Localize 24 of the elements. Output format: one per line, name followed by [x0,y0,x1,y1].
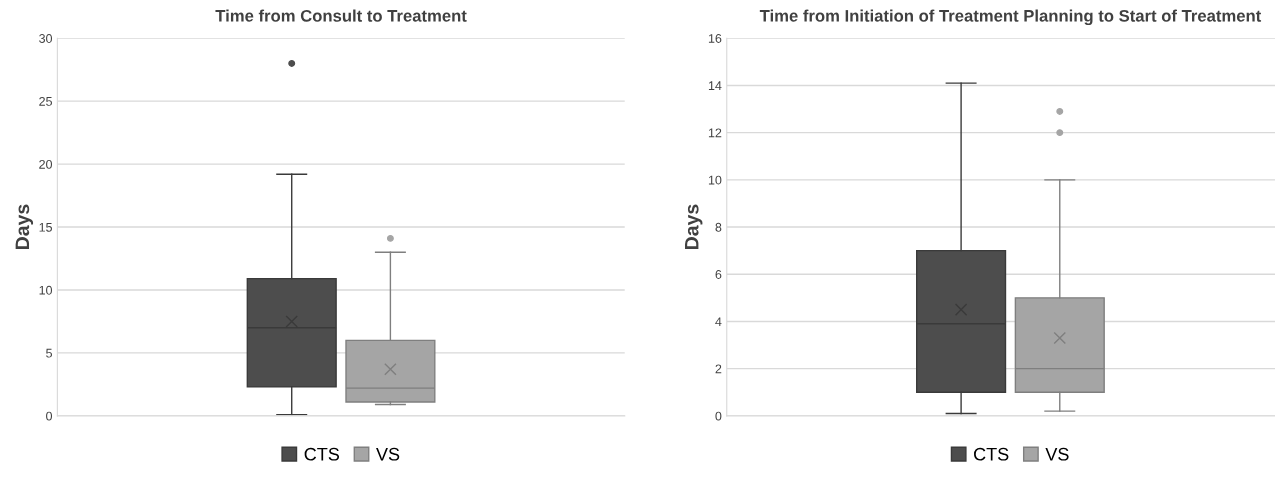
legend-label: VS [376,447,400,461]
y-tick-label: 14 [708,81,722,90]
y-tick-label: 20 [39,159,53,169]
legend-label: CTS [974,447,1009,461]
y-axis-title: Days [685,204,703,249]
y-tick-label: 15 [39,222,52,232]
y-axis-title: Days [15,204,34,249]
y-tick-label: 6 [715,270,722,279]
chart-title: Time from Initiation of Treatment Planning to Start of Treatment [759,9,1262,26]
y-tick-label: 8 [715,222,722,232]
y-tick-label: 0 [46,411,53,421]
y-tick-label: 10 [708,175,722,185]
y-tick-label: 16 [708,34,722,43]
y-tick-label: 2 [715,364,722,374]
y-tick-label: 10 [39,285,53,295]
y-tick-label: 30 [39,34,53,43]
legend-label: CTS [304,447,340,461]
y-tick-label: 0 [715,411,722,421]
y-tick-label: 25 [39,96,52,106]
chart-title: Time from Consult to Treatment [215,9,467,22]
y-tick-label: 12 [708,128,722,138]
y-tick-label: 5 [46,348,52,358]
legend-label: VS [1045,447,1069,461]
y-tick-label: 4 [715,317,722,326]
